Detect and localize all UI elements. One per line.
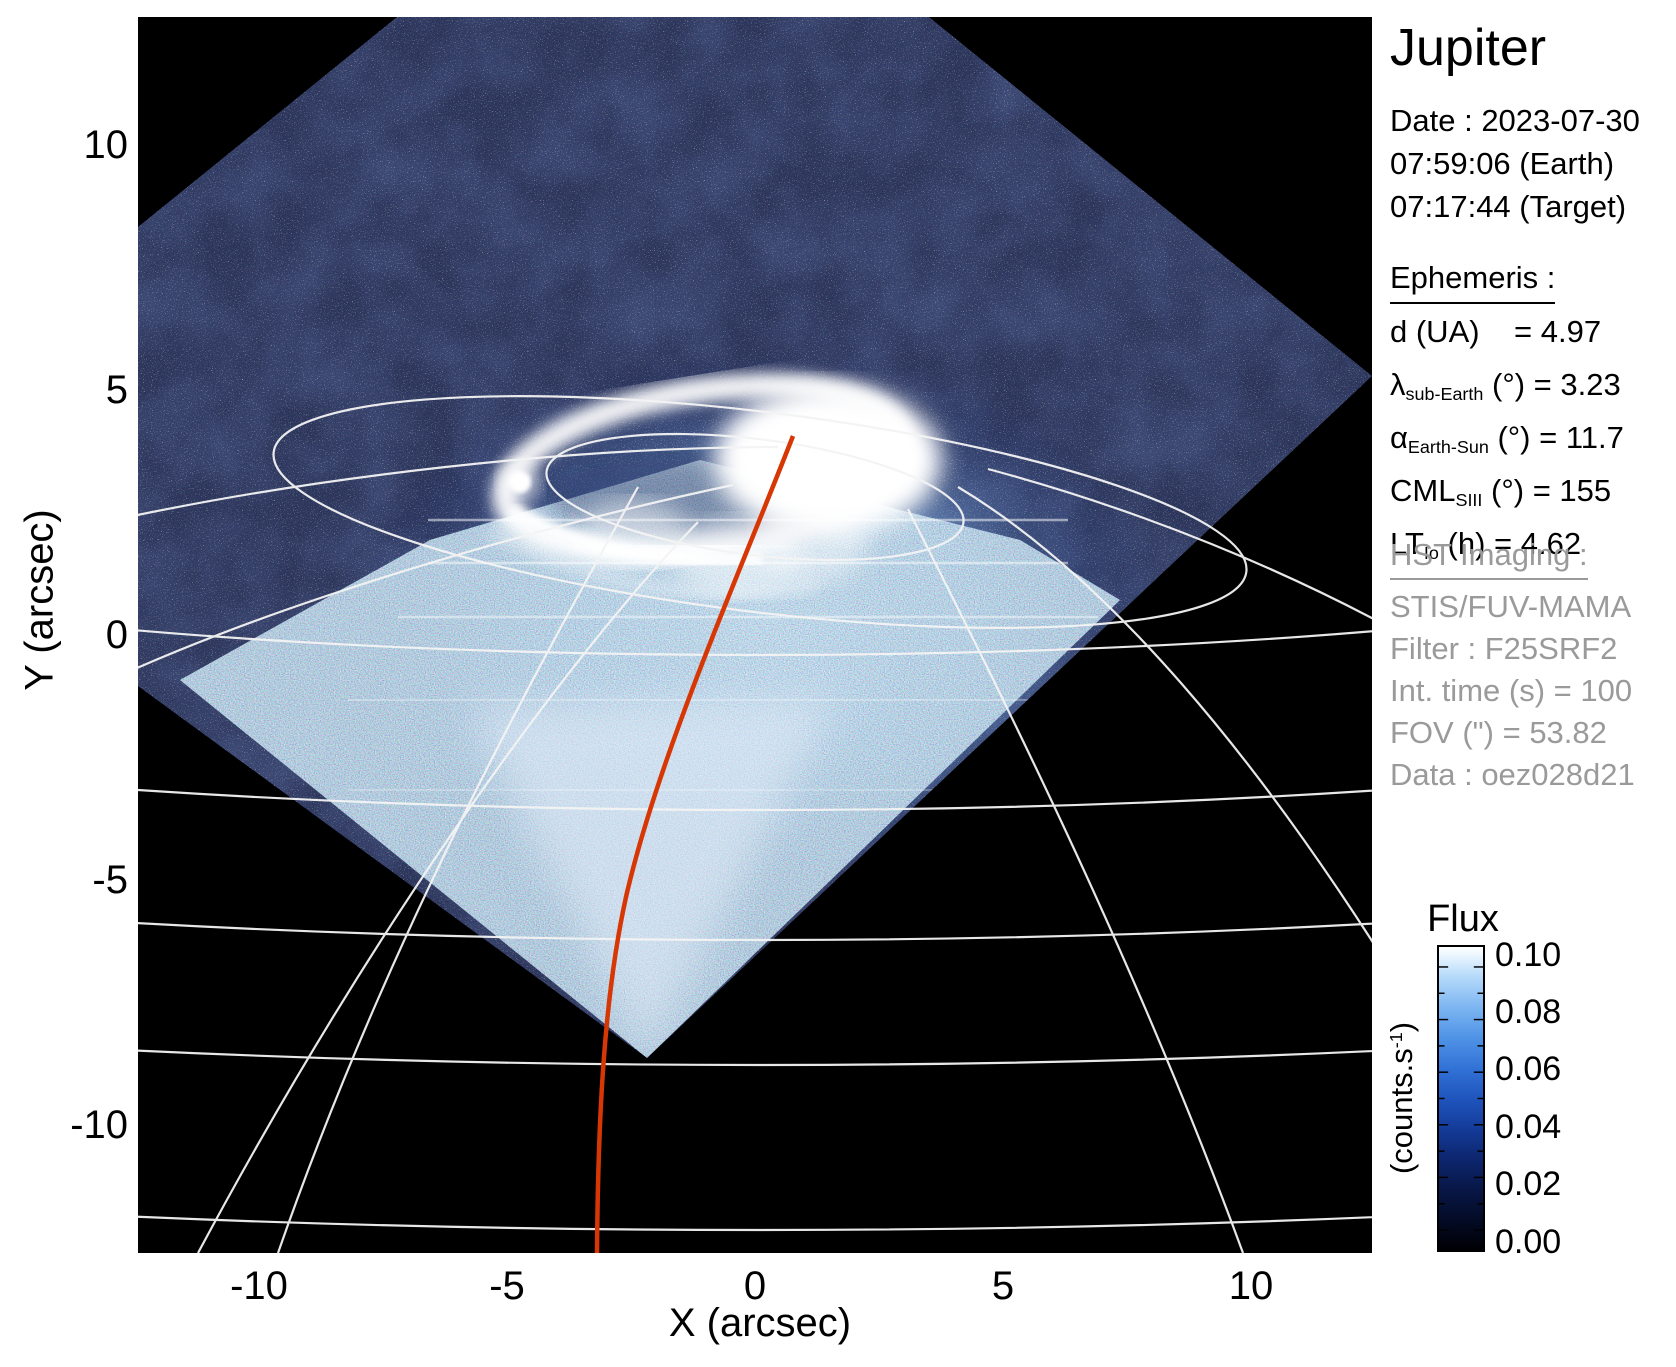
y-tick-m10: -10: [70, 1103, 128, 1147]
colorbar-tick-004: 0.04: [1495, 1108, 1562, 1146]
hst-data-id: Data : oez028d21: [1390, 757, 1635, 792]
colorbar-tick-006: 0.06: [1495, 1050, 1562, 1088]
colorbar-tick-002: 0.02: [1495, 1165, 1562, 1203]
flux-colorbar: [1437, 945, 1485, 1252]
io-footprint-spot: [509, 471, 531, 493]
colorbar-tick-010: 0.10: [1495, 936, 1562, 974]
hst-int-time: Int. time (s) = 100: [1390, 673, 1633, 708]
ephemeris-row-cml: CMLSIII (°) = 155: [1390, 473, 1612, 511]
y-axis-title: Y (arcsec): [17, 509, 62, 691]
ephemeris-row-io-localtime: LTIo (h) = 4.62: [1390, 526, 1582, 564]
ephemeris-row-phase-angle: αEarth-Sun (°) = 11.7: [1390, 420, 1624, 458]
colorbar-title: Flux: [1427, 898, 1499, 940]
y-tick-10: 10: [83, 123, 129, 167]
observation-block: Date : 2023-07-30 07:59:06 (Earth) 07:17…: [1390, 99, 1640, 228]
meridian-line: [594, 435, 796, 1253]
x-tick-5: 5: [991, 1264, 1015, 1308]
obs-target-time: 07:17:44 (Target): [1390, 189, 1627, 224]
x-axis-title: X (arcsec): [668, 1301, 852, 1345]
x-tick-m10: -10: [230, 1264, 288, 1308]
detector-fov-region: [138, 17, 1372, 1058]
x-tick-0: 0: [743, 1264, 767, 1308]
ephemeris-block: Ephemeris : d (UA) = 4.97 λsub-Earth (°)…: [1390, 256, 1624, 575]
hst-filter: Filter : F25SRF2: [1390, 631, 1618, 666]
planet-graticule: [138, 395, 1372, 1253]
obs-earth-time: 07:59:06 (Earth): [1390, 146, 1615, 181]
fuv-image-canvas: [138, 17, 1372, 1253]
hst-instrument: STIS/FUV-MAMA: [1390, 589, 1632, 624]
x-tick-m5: -5: [489, 1264, 525, 1308]
y-tick-5: 5: [105, 368, 128, 412]
colorbar-tick-000: 0.00: [1495, 1223, 1562, 1261]
ephemeris-row-subearth-lat: λsub-Earth (°) = 3.23: [1390, 367, 1621, 405]
y-tick-m5: -5: [92, 858, 128, 902]
sky-image-plot: [138, 17, 1372, 1253]
target-title: Jupiter: [1390, 19, 1547, 77]
ephemeris-row-distance: d (UA) = 4.97: [1390, 314, 1602, 349]
hst-heading: HST Imaging :: [1390, 534, 1588, 580]
hst-fov: FOV (") = 53.82: [1390, 715, 1607, 750]
obs-date: Date : 2023-07-30: [1390, 103, 1640, 138]
x-tick-10: 10: [1228, 1264, 1274, 1308]
y-tick-0: 0: [105, 613, 128, 657]
hst-imaging-block: HST Imaging : STIS/FUV-MAMA Filter : F25…: [1390, 534, 1635, 796]
ephemeris-heading: Ephemeris :: [1390, 256, 1556, 304]
colorbar-tick-008: 0.08: [1495, 993, 1562, 1031]
colorbar-unit-label: (counts.s-1): [1384, 1021, 1419, 1175]
colorbar-ticks: [1439, 966, 1483, 1231]
